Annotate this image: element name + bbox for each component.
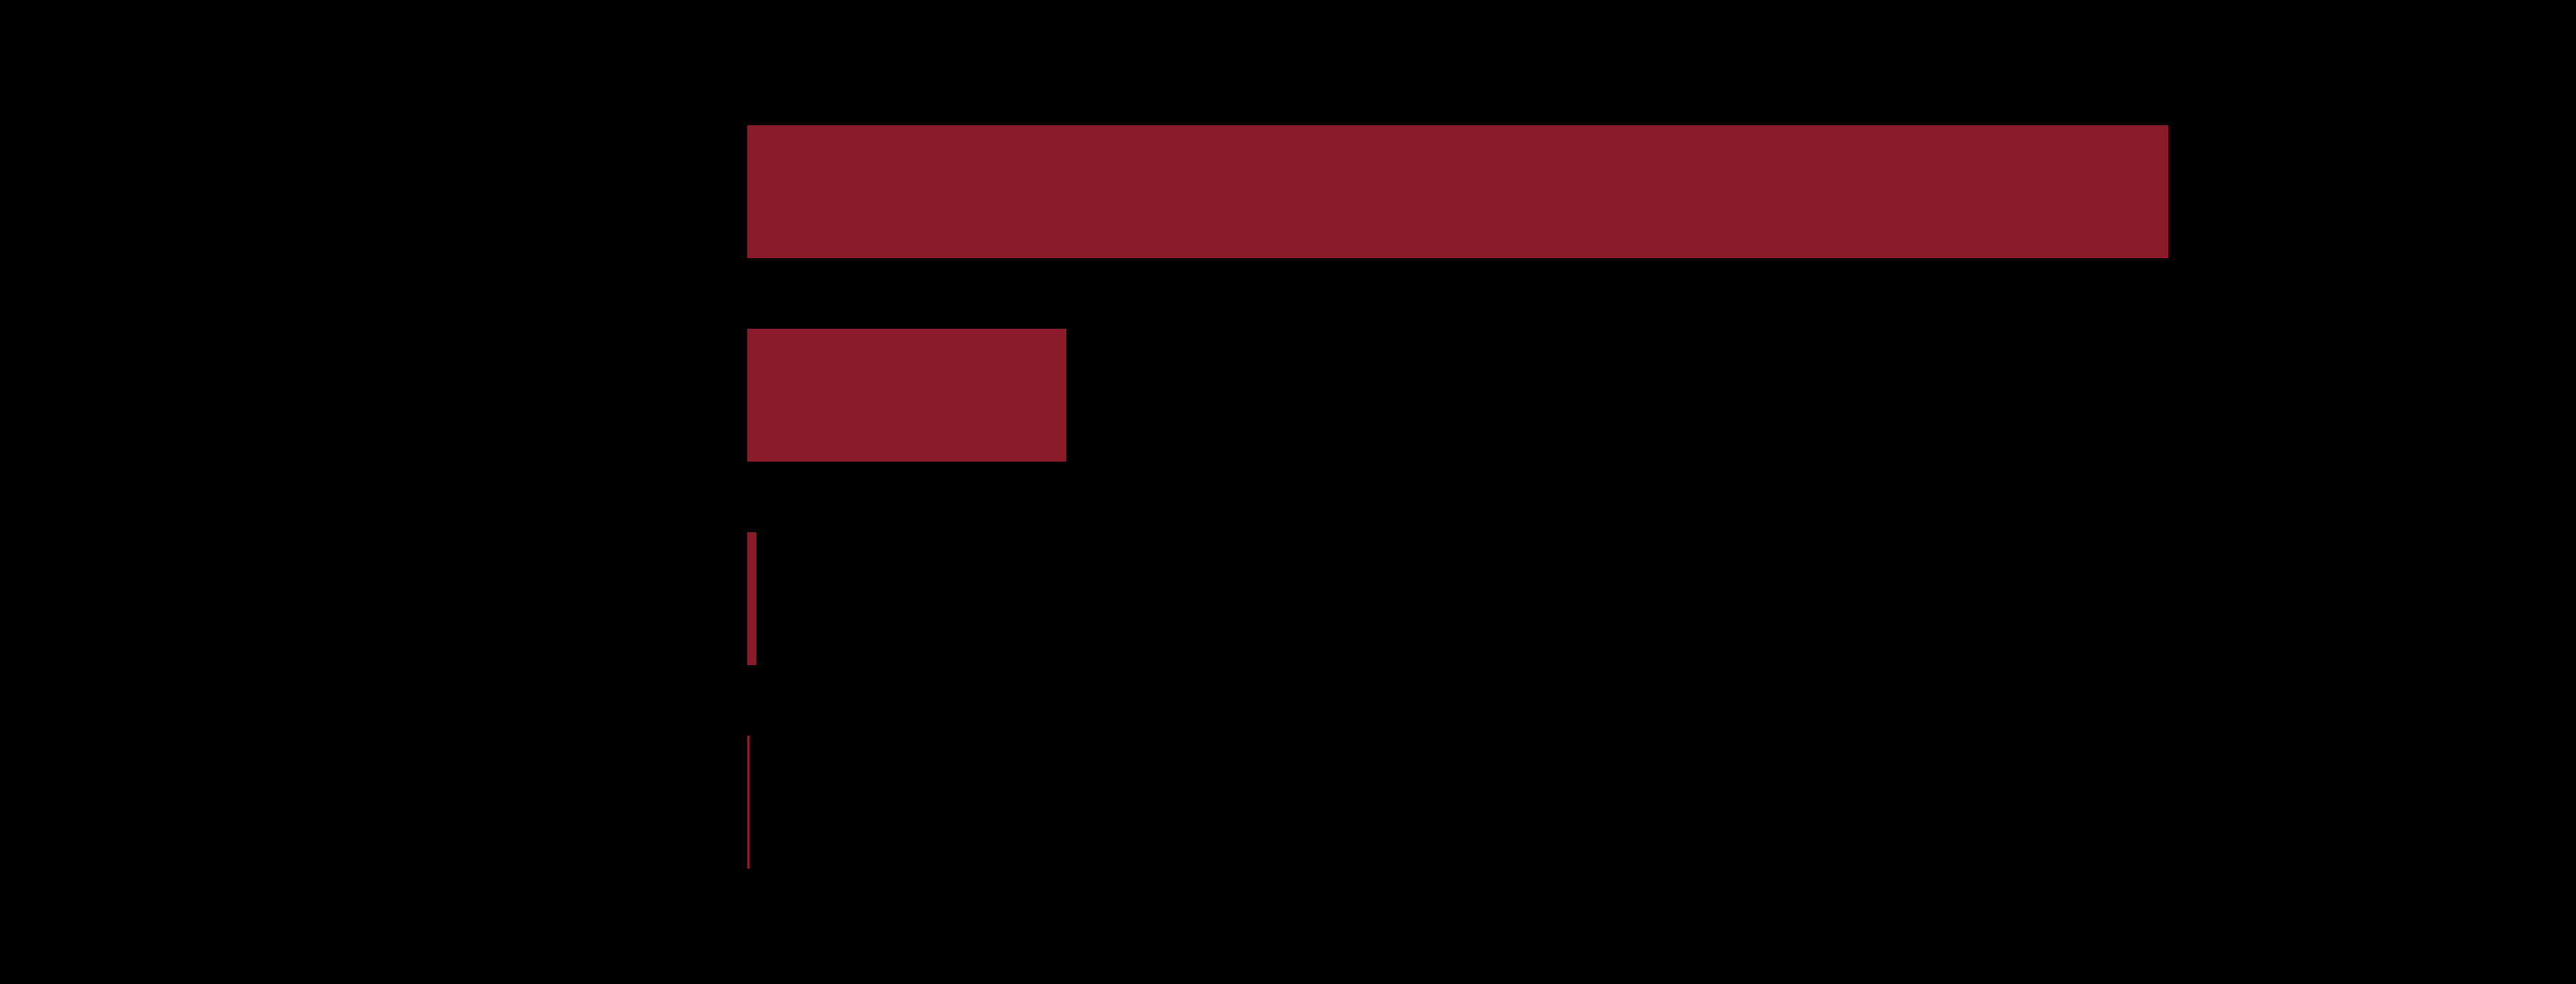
Bar [747, 329, 1066, 461]
Bar [747, 126, 2169, 258]
Bar [747, 532, 757, 665]
